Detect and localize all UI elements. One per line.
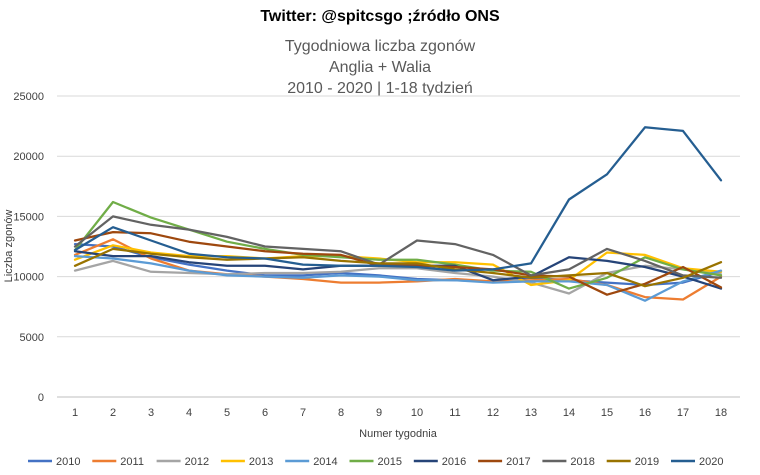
x-tick-label: 7 bbox=[300, 407, 306, 419]
x-tick-label: 5 bbox=[224, 407, 230, 419]
header-title: Twitter: @spitcsgo ;źródło ONS bbox=[260, 8, 500, 25]
x-tick-label: 3 bbox=[148, 407, 154, 419]
x-tick-label: 13 bbox=[525, 407, 537, 419]
legend-item-2013: 2013 bbox=[220, 456, 273, 468]
x-tick-label: 10 bbox=[411, 407, 423, 419]
y-tick-label: 10000 bbox=[13, 272, 44, 284]
legend-label: 2018 bbox=[570, 456, 594, 468]
legend-item-2018: 2018 bbox=[542, 456, 595, 468]
y-tick-label: 0 bbox=[38, 392, 44, 404]
chart-title-line-2: Anglia + Walia bbox=[328, 59, 432, 76]
series-line-2012 bbox=[73, 259, 723, 295]
legend-label: 2015 bbox=[378, 456, 402, 468]
y-tick-label: 20000 bbox=[13, 151, 44, 163]
legend-item-2014: 2014 bbox=[285, 456, 338, 468]
legend-item-2011: 2011 bbox=[92, 456, 144, 468]
legend-item-2010: 2010 bbox=[28, 456, 80, 468]
series-line-2014 bbox=[73, 254, 723, 302]
y-tick-label: 15000 bbox=[13, 211, 44, 223]
gridlines bbox=[57, 95, 740, 398]
legend-label: 2017 bbox=[506, 456, 530, 468]
legend-label: 2011 bbox=[120, 456, 144, 468]
legend-item-2020: 2020 bbox=[671, 456, 723, 468]
series-line-2020 bbox=[73, 126, 723, 272]
series-line-2019 bbox=[73, 247, 723, 288]
x-tick-label: 8 bbox=[338, 407, 344, 419]
y-axis-label: Liczba zgonów bbox=[3, 210, 15, 283]
y-tick-label: 25000 bbox=[13, 91, 44, 103]
x-tick-label: 2 bbox=[110, 407, 116, 419]
x-tick-label: 14 bbox=[563, 407, 575, 419]
x-axis-ticks: 1 2 3 4 5 6 7 8 9 10 11 12 13 14 15 16 17 18 bbox=[72, 407, 727, 419]
y-tick-label: 5000 bbox=[20, 332, 44, 344]
x-tick-label: 1 bbox=[72, 407, 78, 419]
legend-label: 2010 bbox=[56, 456, 80, 468]
legend-label: 2020 bbox=[699, 456, 723, 468]
x-tick-label: 18 bbox=[715, 407, 727, 419]
chart-title-line-1: Tygodniowa liczba zgonów bbox=[284, 38, 476, 55]
legend-item-2017: 2017 bbox=[478, 456, 531, 468]
x-tick-label: 17 bbox=[677, 407, 689, 419]
y-axis-ticks: 0 5000 10000 15000 20000 25000 bbox=[13, 91, 44, 404]
legend-label: 2012 bbox=[185, 456, 209, 468]
legend-item-2016: 2016 bbox=[413, 456, 466, 468]
chart-title: Tygodniowa liczba zgonów Anglia + Walia … bbox=[0, 36, 760, 99]
legend-label: 2013 bbox=[249, 456, 273, 468]
x-tick-label: 6 bbox=[262, 407, 268, 419]
x-tick-label: 11 bbox=[449, 407, 460, 419]
legend-item-2012: 2012 bbox=[156, 456, 209, 468]
x-tick-label: 15 bbox=[601, 407, 613, 419]
series-lines bbox=[73, 126, 723, 302]
legend-label: 2014 bbox=[313, 456, 337, 468]
x-axis-label: Numer tygodnia bbox=[359, 428, 438, 440]
series-line-2010 bbox=[73, 242, 723, 287]
legend-item-2019: 2019 bbox=[606, 456, 659, 468]
x-tick-label: 9 bbox=[376, 407, 382, 419]
series-line-2018 bbox=[73, 215, 723, 279]
legend-label: 2019 bbox=[635, 456, 659, 468]
x-tick-label: 16 bbox=[639, 407, 651, 419]
series-line-2015 bbox=[73, 200, 723, 290]
legend: 2010 2011 2012 2013 2014 2015 2016 2017 2018 2019… bbox=[28, 456, 723, 468]
x-tick-label: 12 bbox=[487, 407, 499, 419]
legend-label: 2016 bbox=[442, 456, 466, 468]
chart-title-line-3: 2010 - 2020 | 1-18 tydzień bbox=[287, 80, 473, 97]
x-tick-label: 4 bbox=[186, 407, 192, 419]
legend-item-2015: 2015 bbox=[349, 456, 402, 468]
